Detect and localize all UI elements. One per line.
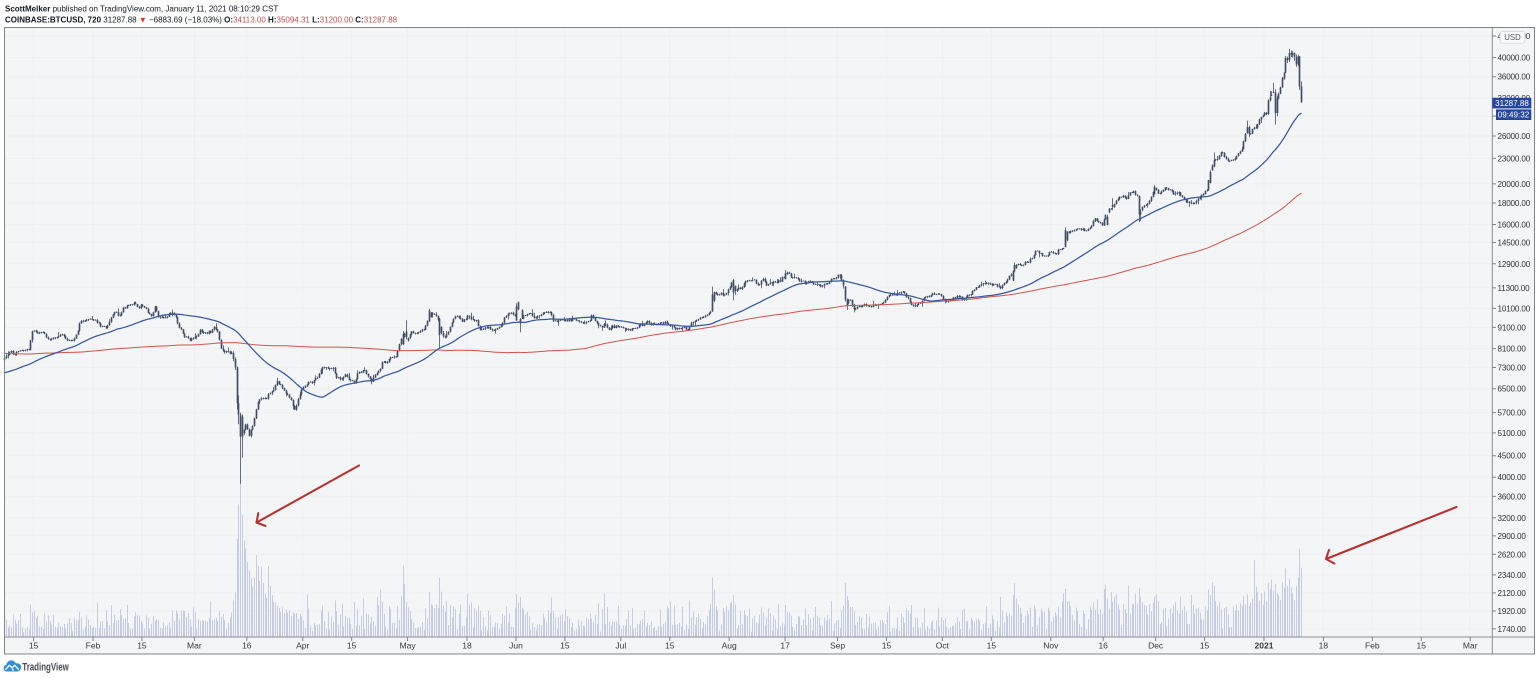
svg-text:16: 16 <box>242 641 252 651</box>
svg-text:15: 15 <box>347 641 357 651</box>
svg-text:40000.00: 40000.00 <box>1498 54 1531 63</box>
svg-text:15: 15 <box>137 641 147 651</box>
svg-text:15: 15 <box>882 641 892 651</box>
svg-text:2340.00: 2340.00 <box>1498 571 1527 580</box>
svg-text:23000.00: 23000.00 <box>1498 154 1531 163</box>
svg-text:1920.00: 1920.00 <box>1498 607 1527 616</box>
svg-text:9100.00: 9100.00 <box>1498 323 1527 332</box>
svg-text:5100.00: 5100.00 <box>1498 429 1527 438</box>
svg-text:2021: 2021 <box>1255 641 1274 651</box>
svg-text:4000.00: 4000.00 <box>1498 473 1527 482</box>
svg-text:15: 15 <box>1200 641 1210 651</box>
svg-text:Sep: Sep <box>830 641 845 651</box>
svg-text:16000.00: 16000.00 <box>1498 221 1531 230</box>
svg-text:7300.00: 7300.00 <box>1498 364 1527 373</box>
svg-text:20000.00: 20000.00 <box>1498 180 1531 189</box>
svg-text:18000.00: 18000.00 <box>1498 199 1531 208</box>
svg-text:Aug: Aug <box>722 641 737 651</box>
svg-text:15: 15 <box>987 641 997 651</box>
svg-text:12900.00: 12900.00 <box>1498 260 1531 269</box>
svg-text:16: 16 <box>1098 641 1108 651</box>
svg-text:8100.00: 8100.00 <box>1498 345 1527 354</box>
svg-text:3200.00: 3200.00 <box>1498 514 1527 523</box>
svg-text:TradingView: TradingView <box>22 662 69 674</box>
svg-text:Mar: Mar <box>1463 641 1478 651</box>
svg-text:6500.00: 6500.00 <box>1498 385 1527 394</box>
svg-text:Dec: Dec <box>1148 641 1164 651</box>
svg-text:15: 15 <box>1417 641 1427 651</box>
svg-text:36000.00: 36000.00 <box>1498 73 1531 82</box>
svg-text:18: 18 <box>462 641 472 651</box>
svg-text:4500.00: 4500.00 <box>1498 452 1527 461</box>
svg-text:COINBASE:BTCUSD, 720 31287.88: COINBASE:BTCUSD, 720 31287.88 ▼ −6883.69… <box>5 15 398 24</box>
svg-text:1740.00: 1740.00 <box>1498 625 1527 634</box>
svg-text:26000.00: 26000.00 <box>1498 132 1531 141</box>
svg-text:10100.00: 10100.00 <box>1498 304 1531 313</box>
svg-text:15: 15 <box>29 641 39 651</box>
svg-text:31287.88: 31287.88 <box>1495 99 1529 108</box>
svg-text:11300.00: 11300.00 <box>1498 284 1531 293</box>
svg-text:Feb: Feb <box>1365 641 1380 651</box>
svg-text:May: May <box>400 641 417 651</box>
svg-text:USD: USD <box>1504 33 1521 42</box>
svg-text:Oct: Oct <box>936 641 950 651</box>
svg-text:17: 17 <box>780 641 790 651</box>
svg-text:Feb: Feb <box>86 641 101 651</box>
svg-text:Apr: Apr <box>296 641 309 651</box>
svg-text:2620.00: 2620.00 <box>1498 550 1527 559</box>
svg-text:Jul: Jul <box>615 641 626 651</box>
svg-text:09:49:32: 09:49:32 <box>1498 111 1530 120</box>
svg-text:2900.00: 2900.00 <box>1498 532 1527 541</box>
svg-text:2120.00: 2120.00 <box>1498 589 1527 598</box>
svg-text:5700.00: 5700.00 <box>1498 409 1527 418</box>
svg-text:15: 15 <box>665 641 675 651</box>
svg-text:Jun: Jun <box>509 641 523 651</box>
svg-text:14500.00: 14500.00 <box>1498 238 1531 247</box>
svg-text:3600.00: 3600.00 <box>1498 492 1527 501</box>
svg-text:15: 15 <box>560 641 570 651</box>
svg-text:18: 18 <box>1319 641 1329 651</box>
svg-text:ScottMelker published on Tradi: ScottMelker published on TradingView.com… <box>5 4 278 13</box>
svg-text:Nov: Nov <box>1043 641 1059 651</box>
svg-text:Mar: Mar <box>187 641 202 651</box>
